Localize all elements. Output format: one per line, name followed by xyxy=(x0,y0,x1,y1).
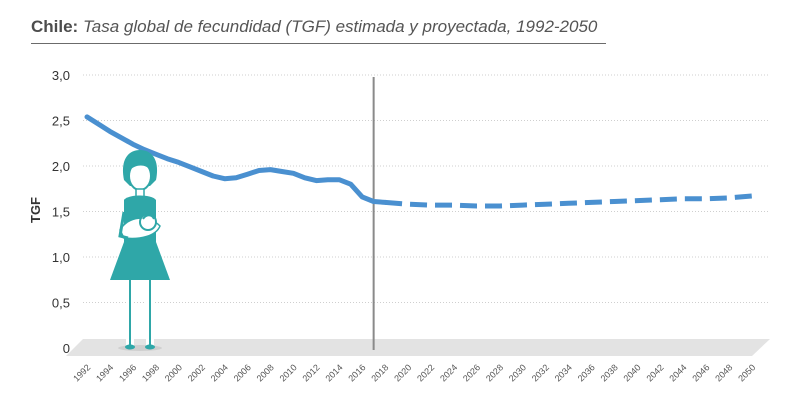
y-axis-ticks: 0 0,5 1,0 1,5 2,0 2,5 3,0 xyxy=(52,68,70,356)
title-text: Tasa global de fecundidad (TGF) estimada… xyxy=(82,17,598,36)
x-tick-label: 2006 xyxy=(232,362,253,383)
y-tick-label: 1,0 xyxy=(52,250,70,265)
x-tick-label: 2024 xyxy=(438,362,459,383)
x-tick-label: 2008 xyxy=(255,362,276,383)
x-tick-label: 2030 xyxy=(507,362,528,383)
y-tick-label: 1,5 xyxy=(52,205,70,220)
x-tick-label: 2032 xyxy=(530,362,551,383)
x-tick-label: 2042 xyxy=(644,362,665,383)
x-tick-label: 2034 xyxy=(553,362,574,383)
x-tick-label: 1992 xyxy=(71,362,92,383)
title-country: Chile: xyxy=(31,17,79,36)
woman-with-baby-icon xyxy=(110,150,170,351)
series-estimated-line xyxy=(84,114,388,205)
x-tick-label: 2036 xyxy=(576,362,597,383)
x-tick-label: 2004 xyxy=(209,362,230,383)
x-tick-label: 2016 xyxy=(346,362,367,383)
x-tick-label: 2018 xyxy=(369,362,390,383)
floor-band xyxy=(66,339,770,356)
x-tick-label: 2046 xyxy=(690,362,711,383)
x-tick-label: 1998 xyxy=(140,362,161,383)
x-tick-label: 2050 xyxy=(736,362,757,383)
title-underline xyxy=(31,43,606,44)
x-tick-label: 2048 xyxy=(713,362,734,383)
x-tick-label: 2038 xyxy=(599,362,620,383)
x-tick-label: 2026 xyxy=(461,362,482,383)
y-tick-label: 3,0 xyxy=(52,68,70,83)
x-tick-label: 1996 xyxy=(117,362,138,383)
x-tick-label: 2014 xyxy=(323,362,344,383)
x-tick-label: 2000 xyxy=(163,362,184,383)
x-tick-label: 2028 xyxy=(484,362,505,383)
x-tick-label: 2010 xyxy=(278,362,299,383)
grid-lines xyxy=(83,74,770,303)
x-tick-label: 2022 xyxy=(415,362,436,383)
x-axis-ticks: 1992 1994 1996 1998 2000 2002 2004 2006 2008 2010… xyxy=(71,362,757,383)
x-tick-label: 2044 xyxy=(667,362,688,383)
y-tick-label: 2,0 xyxy=(52,159,70,174)
y-tick-label: 0,5 xyxy=(52,296,70,311)
y-axis-label: TGF xyxy=(28,197,43,223)
y-tick-label: 0 xyxy=(63,341,70,356)
x-tick-label: 2020 xyxy=(392,362,413,383)
x-tick-label: 2040 xyxy=(622,362,643,383)
chart-title: Chile: Tasa global de fecundidad (TGF) e… xyxy=(31,17,597,37)
x-tick-label: 2012 xyxy=(300,362,321,383)
y-tick-label: 2,5 xyxy=(52,114,70,129)
x-tick-label: 2002 xyxy=(186,362,207,383)
x-tick-label: 1994 xyxy=(94,362,115,383)
series-projected-line xyxy=(384,193,753,209)
